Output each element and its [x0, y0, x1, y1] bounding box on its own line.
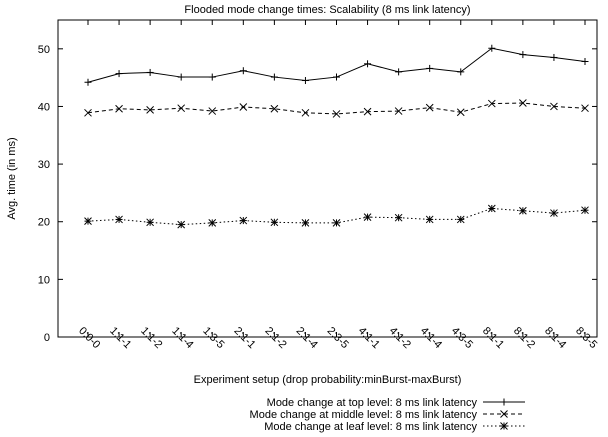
data-point [239, 216, 248, 225]
data-point [115, 104, 123, 113]
x-axis-label: Experiment setup (drop probability:minBu… [194, 374, 462, 386]
y-axis-label: Avg. time (in ms) [6, 137, 18, 219]
y-axis: 0 10 20 30 40 50 [38, 44, 597, 344]
data-point [487, 204, 496, 213]
data-point [395, 68, 403, 76]
data-point [270, 104, 279, 113]
data-point [550, 209, 558, 217]
legend-label: Mode change at leaf level: 8 ms link lat… [264, 421, 477, 433]
x-tick-label: 1:1-4 [169, 325, 195, 351]
data-point [581, 57, 589, 65]
data-point [146, 218, 154, 227]
chart-title: Flooded mode change times: Scalability (… [184, 4, 470, 16]
data-point [500, 422, 508, 430]
data-point [270, 218, 279, 227]
data-point [146, 106, 154, 114]
data-point [426, 64, 434, 72]
data-point [364, 60, 372, 68]
data-point [84, 108, 92, 117]
data-point [519, 99, 527, 107]
data-point [84, 78, 92, 86]
y-tick-label: 40 [38, 101, 50, 113]
data-point [519, 206, 527, 215]
x-tick-label: 0:0-0 [76, 325, 102, 351]
data-point [550, 53, 558, 61]
y-tick-label: 30 [38, 159, 50, 171]
series-line [87, 102, 586, 115]
x-tick-label: 1:1-2 [138, 325, 164, 351]
data-point [488, 44, 496, 52]
x-tick-label: 8:1-1 [480, 325, 506, 351]
data-point [332, 110, 341, 118]
x-axis: 0:0-0 1:1-1 1:1-2 1:1-4 1:3-5 2:1-1 2:1-2 2:1-4… [76, 20, 599, 351]
y-tick-label: 20 [38, 217, 50, 229]
x-tick-label: 2:3-5 [325, 325, 351, 351]
data-point [115, 215, 123, 224]
data-point [363, 107, 372, 116]
data-point [84, 217, 92, 226]
data-point [500, 398, 508, 406]
data-point [333, 73, 340, 81]
x-tick-label: 8:1-2 [511, 325, 537, 351]
data-point [519, 51, 527, 59]
plot-frame [57, 19, 598, 338]
data-point [270, 73, 278, 81]
x-tick-label: 4:1-4 [418, 325, 444, 351]
data-point [394, 213, 403, 222]
x-tick-label: 2:1-1 [231, 325, 257, 351]
data-point [177, 104, 186, 113]
x-tick-label: 2:1-4 [294, 325, 320, 351]
data-point [301, 219, 310, 227]
legend-label: Mode change at middle level: 8 ms link l… [250, 409, 478, 421]
data-point [115, 70, 123, 78]
data-point [208, 107, 217, 115]
data-point [332, 219, 341, 227]
x-tick-label: 2:1-2 [263, 325, 289, 351]
series-group [84, 44, 589, 229]
data-point [487, 99, 496, 108]
data-point [425, 215, 434, 224]
legend: Mode change at top level: 8 ms link late… [250, 397, 525, 433]
y-tick-label: 10 [38, 274, 50, 286]
x-tick-label: 1:1-1 [107, 325, 133, 351]
data-point [581, 206, 589, 215]
data-point [301, 108, 310, 117]
data-point [457, 68, 465, 76]
x-tick-label: 8:3-5 [573, 325, 599, 351]
data-point [581, 104, 589, 113]
data-point [394, 107, 403, 115]
x-tick-label: 4:1-2 [387, 325, 413, 351]
data-point [239, 67, 247, 75]
x-tick-label: 8:1-4 [542, 325, 568, 351]
data-point [301, 77, 309, 85]
x-tick-label: 4:1-1 [356, 325, 382, 351]
data-point [208, 73, 216, 81]
x-tick-label: 4:3-5 [449, 325, 475, 351]
data-point [500, 410, 508, 418]
data-point [177, 73, 185, 81]
x-tick-label: 1:3-5 [200, 325, 226, 351]
data-point [146, 68, 154, 76]
data-point [177, 220, 186, 229]
data-point [456, 215, 465, 224]
legend-label: Mode change at top level: 8 ms link late… [267, 397, 478, 409]
data-point [208, 219, 217, 227]
data-point [550, 102, 558, 111]
data-point [239, 103, 248, 111]
y-tick-label: 0 [44, 332, 50, 344]
data-point [363, 213, 372, 221]
data-point [425, 103, 434, 112]
data-point [456, 108, 465, 117]
y-tick-label: 50 [38, 44, 50, 56]
